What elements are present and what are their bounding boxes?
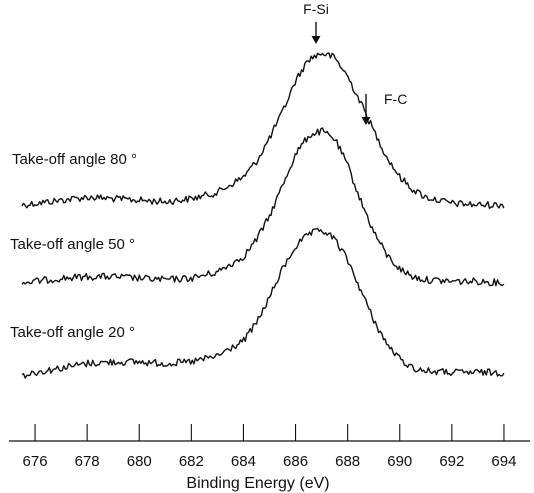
- x-axis-label: Binding Energy (eV): [186, 475, 329, 492]
- series-label-2: Take-off angle 50 °: [10, 236, 135, 253]
- annotation-arrowhead-f-si: [311, 36, 321, 44]
- x-tick-label-682: 682: [179, 453, 204, 470]
- annotation-arrowhead-f-c: [361, 117, 371, 125]
- annotation-label-f-c: F-C: [384, 91, 407, 107]
- x-tick-label-694: 694: [491, 453, 516, 470]
- x-tick-label-678: 678: [75, 453, 100, 470]
- x-tick-label-686: 686: [283, 453, 308, 470]
- x-tick-label-676: 676: [23, 453, 48, 470]
- x-tick-label-690: 690: [387, 453, 412, 470]
- series-line-1: [21, 52, 505, 209]
- series-layer: [21, 52, 505, 379]
- series-line-3: [21, 227, 505, 379]
- x-axis: 676 678 680 682 684 686 688 690 692 694: [9, 424, 530, 470]
- series-label-layer: Take-off angle 80 ° Take-off angle 50 ° Ta…: [10, 151, 137, 341]
- x-tick-label-692: 692: [439, 453, 464, 470]
- x-tick-label-684: 684: [231, 453, 256, 470]
- series-label-1: Take-off angle 80 °: [12, 151, 137, 168]
- x-tick-label-688: 688: [335, 453, 360, 470]
- annotation-label-f-si: F-Si: [303, 1, 329, 17]
- annotation-layer: F-Si F-C: [303, 1, 407, 125]
- series-line-2: [21, 127, 505, 287]
- series-label-3: Take-off angle 20 °: [10, 324, 135, 341]
- x-tick-label-680: 680: [127, 453, 152, 470]
